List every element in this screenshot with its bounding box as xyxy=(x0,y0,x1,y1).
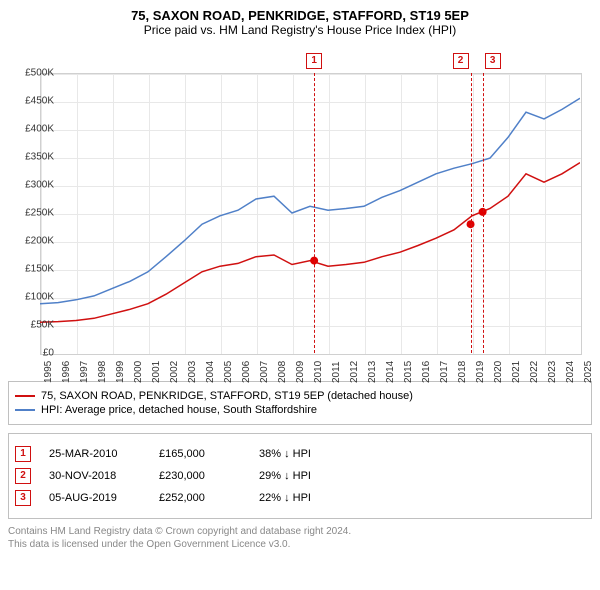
y-axis-tick: £0 xyxy=(43,348,54,359)
chart-svg xyxy=(40,73,580,353)
legend-swatch-hpi xyxy=(15,409,35,411)
x-axis-tick: 2012 xyxy=(349,361,360,383)
x-axis-tick: 2016 xyxy=(421,361,432,383)
x-axis-tick: 2013 xyxy=(367,361,378,383)
footer-line2: This data is licensed under the Open Gov… xyxy=(8,538,592,551)
event-num: 2 xyxy=(15,468,31,484)
event-diff: 38% ↓ HPI xyxy=(259,448,311,460)
x-axis-tick: 2017 xyxy=(439,361,450,383)
event-row: 2 30-NOV-2018£230,00029% ↓ HPI xyxy=(15,468,585,484)
y-axis-tick: £50K xyxy=(31,320,54,331)
chart-area: £0£50K£100K£150K£200K£250K£300K£350K£400… xyxy=(40,43,600,373)
chart-title: 75, SAXON ROAD, PENKRIDGE, STAFFORD, ST1… xyxy=(0,0,600,23)
event-price: £165,000 xyxy=(159,448,259,460)
event-date: 05-AUG-2019 xyxy=(49,492,159,504)
x-axis-tick: 1995 xyxy=(43,361,54,383)
legend-item-hpi: HPI: Average price, detached house, Sout… xyxy=(15,404,585,416)
y-axis-tick: £150K xyxy=(25,264,54,275)
y-axis-tick: £250K xyxy=(25,208,54,219)
x-axis-tick: 2021 xyxy=(511,361,522,383)
x-axis-tick: 2020 xyxy=(493,361,504,383)
event-marker: 2 xyxy=(453,53,469,69)
x-axis-tick: 2025 xyxy=(583,361,594,383)
footer-line1: Contains HM Land Registry data © Crown c… xyxy=(8,525,592,538)
legend-box: 75, SAXON ROAD, PENKRIDGE, STAFFORD, ST1… xyxy=(8,381,592,425)
y-axis-tick: £400K xyxy=(25,124,54,135)
x-axis-tick: 2011 xyxy=(331,361,342,383)
event-row: 1 25-MAR-2010£165,00038% ↓ HPI xyxy=(15,446,585,462)
legend-item-price: 75, SAXON ROAD, PENKRIDGE, STAFFORD, ST1… xyxy=(15,390,585,402)
events-box: 1 25-MAR-2010£165,00038% ↓ HPI 2 30-NOV-201… xyxy=(8,433,592,519)
x-axis-tick: 2015 xyxy=(403,361,414,383)
event-num: 1 xyxy=(15,446,31,462)
y-axis-tick: £300K xyxy=(25,180,54,191)
event-num: 3 xyxy=(15,490,31,506)
x-axis-tick: 2006 xyxy=(241,361,252,383)
event-date: 30-NOV-2018 xyxy=(49,470,159,482)
y-axis-tick: £200K xyxy=(25,236,54,247)
x-axis-tick: 2018 xyxy=(457,361,468,383)
event-price: £230,000 xyxy=(159,470,259,482)
legend-label-price: 75, SAXON ROAD, PENKRIDGE, STAFFORD, ST1… xyxy=(41,390,413,402)
x-axis-tick: 2004 xyxy=(205,361,216,383)
event-line xyxy=(471,73,472,353)
event-line xyxy=(483,73,484,353)
x-axis-tick: 1998 xyxy=(97,361,108,383)
x-axis-tick: 2014 xyxy=(385,361,396,383)
x-axis-tick: 2002 xyxy=(169,361,180,383)
x-axis-tick: 2005 xyxy=(223,361,234,383)
y-axis-tick: £100K xyxy=(25,292,54,303)
event-marker: 1 xyxy=(306,53,322,69)
event-line xyxy=(314,73,315,353)
x-axis-tick: 2000 xyxy=(133,361,144,383)
x-axis-tick: 2008 xyxy=(277,361,288,383)
y-axis-tick: £500K xyxy=(25,68,54,79)
legend-swatch-price xyxy=(15,395,35,397)
y-axis-tick: £450K xyxy=(25,96,54,107)
chart-container: 75, SAXON ROAD, PENKRIDGE, STAFFORD, ST1… xyxy=(0,0,600,551)
x-axis-tick: 2010 xyxy=(313,361,324,383)
x-axis-tick: 2007 xyxy=(259,361,270,383)
event-diff: 22% ↓ HPI xyxy=(259,492,311,504)
x-axis-tick: 2022 xyxy=(529,361,540,383)
x-axis-tick: 2019 xyxy=(475,361,486,383)
event-date: 25-MAR-2010 xyxy=(49,448,159,460)
event-marker: 3 xyxy=(485,53,501,69)
event-diff: 29% ↓ HPI xyxy=(259,470,311,482)
legend-label-hpi: HPI: Average price, detached house, Sout… xyxy=(41,404,317,416)
x-axis-tick: 2023 xyxy=(547,361,558,383)
x-axis-tick: 2003 xyxy=(187,361,198,383)
x-axis-tick: 2001 xyxy=(151,361,162,383)
x-axis-tick: 1997 xyxy=(79,361,90,383)
event-row: 3 05-AUG-2019£252,00022% ↓ HPI xyxy=(15,490,585,506)
x-axis-tick: 1999 xyxy=(115,361,126,383)
x-axis-tick: 2024 xyxy=(565,361,576,383)
chart-subtitle: Price paid vs. HM Land Registry's House … xyxy=(0,23,600,43)
event-price: £252,000 xyxy=(159,492,259,504)
y-axis-tick: £350K xyxy=(25,152,54,163)
x-axis-tick: 1996 xyxy=(61,361,72,383)
footer-text: Contains HM Land Registry data © Crown c… xyxy=(8,525,592,551)
x-axis-tick: 2009 xyxy=(295,361,306,383)
